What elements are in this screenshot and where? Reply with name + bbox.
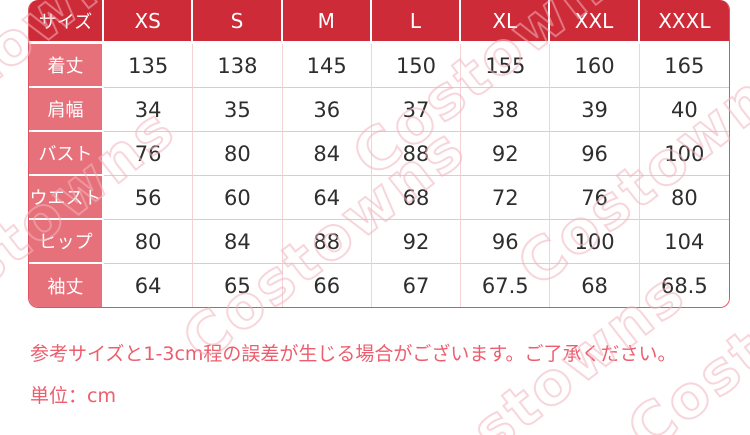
size-cell-2-2: 84 <box>282 132 372 176</box>
size-cell-3-5: 76 <box>550 176 640 220</box>
header-cell-0: サイズ <box>29 0 104 44</box>
size-cell-5-2: 66 <box>282 264 372 307</box>
size-cell-0-3: 150 <box>371 44 462 88</box>
unit-text: 単位：cm <box>30 385 116 407</box>
header-cell-6: XXL <box>550 0 640 44</box>
size-cell-2-4: 92 <box>461 132 551 176</box>
size-chart-table: サイズ XS S M L XL XXL XXXL 着丈 135 138 145 150 155 160 165… <box>29 0 729 307</box>
size-cell-5-0: 64 <box>104 264 194 307</box>
row-label-3: ウエスト <box>29 176 104 220</box>
size-cell-3-0: 56 <box>104 176 194 220</box>
size-cell-1-3: 37 <box>371 88 462 132</box>
size-cell-5-1: 65 <box>193 264 283 307</box>
size-cell-1-2: 36 <box>282 88 372 132</box>
size-cell-4-5: 100 <box>550 220 640 264</box>
size-cell-4-6: 104 <box>639 220 729 264</box>
size-cell-4-4: 96 <box>461 220 551 264</box>
size-cell-0-2: 145 <box>282 44 372 88</box>
size-cell-1-1: 35 <box>193 88 283 132</box>
size-cell-0-0: 135 <box>104 44 194 88</box>
size-cell-0-5: 160 <box>550 44 640 88</box>
size-cell-3-1: 60 <box>193 176 283 220</box>
size-cell-2-1: 80 <box>193 132 283 176</box>
size-cell-4-3: 92 <box>371 220 462 264</box>
size-chart-table-wrap: サイズ XS S M L XL XXL XXXL 着丈 135 138 145 150 155 160 165… <box>28 0 730 308</box>
size-cell-4-0: 80 <box>104 220 194 264</box>
size-cell-2-6: 100 <box>639 132 729 176</box>
row-label-0: 着丈 <box>29 44 104 88</box>
size-cell-0-6: 165 <box>639 44 729 88</box>
size-cell-2-0: 76 <box>104 132 194 176</box>
size-cell-1-5: 39 <box>550 88 640 132</box>
size-cell-2-5: 96 <box>550 132 640 176</box>
header-cell-2: S <box>193 0 283 44</box>
header-cell-4: L <box>371 0 462 44</box>
header-cell-3: M <box>282 0 372 44</box>
size-cell-3-3: 68 <box>371 176 462 220</box>
row-label-5: 袖丈 <box>29 264 104 307</box>
size-cell-4-2: 88 <box>282 220 372 264</box>
header-cell-1: XS <box>104 0 194 44</box>
size-cell-1-4: 38 <box>461 88 551 132</box>
header-cell-5: XL <box>461 0 551 44</box>
header-cell-7: XXXL <box>639 0 729 44</box>
size-cell-3-4: 72 <box>461 176 551 220</box>
size-cell-5-5: 68 <box>550 264 640 307</box>
size-cell-3-6: 80 <box>639 176 729 220</box>
size-cell-5-4: 67.5 <box>461 264 551 307</box>
size-cell-1-0: 34 <box>104 88 194 132</box>
size-cell-5-3: 67 <box>371 264 462 307</box>
row-label-4: ヒップ <box>29 220 104 264</box>
disclaimer-text: 参考サイズと1-3cm程の誤差が生じる場合がございます。ご了承ください。 <box>30 343 677 365</box>
row-label-2: バスト <box>29 132 104 176</box>
row-label-1: 肩幅 <box>29 88 104 132</box>
size-cell-0-1: 138 <box>193 44 283 88</box>
size-cell-1-6: 40 <box>639 88 729 132</box>
size-cell-5-6: 68.5 <box>639 264 729 307</box>
size-cell-3-2: 64 <box>282 176 372 220</box>
size-cell-2-3: 88 <box>371 132 462 176</box>
size-cell-0-4: 155 <box>461 44 551 88</box>
size-cell-4-1: 84 <box>193 220 283 264</box>
